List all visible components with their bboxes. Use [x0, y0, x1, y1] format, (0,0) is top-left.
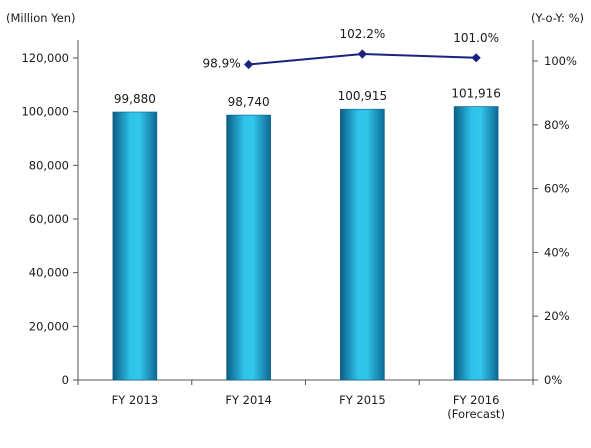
- yoy-point: [357, 49, 367, 59]
- right-tick-label: 100%: [544, 54, 577, 68]
- bar: [112, 111, 158, 381]
- right-tick-label: 60%: [544, 182, 570, 196]
- x-category-label: FY 2015: [339, 393, 386, 407]
- yoy-point: [471, 53, 481, 63]
- bar-value-label: 98,740: [228, 95, 270, 109]
- x-category-label: FY 2014: [225, 393, 272, 407]
- left-tick-label: 100,000: [21, 105, 69, 119]
- yoy-value-label: 98.9%: [203, 57, 241, 71]
- bar-value-label: 99,880: [114, 92, 156, 106]
- left-tick-label: 40,000: [29, 266, 69, 280]
- right-tick-label: 40%: [544, 245, 570, 259]
- bar: [340, 108, 385, 381]
- left-tick-label: 60,000: [29, 212, 69, 226]
- right-axis-unit-label: (Y-o-Y: %): [531, 11, 584, 25]
- left-tick-label: 20,000: [29, 319, 69, 333]
- yoy-value-label: 102.2%: [339, 27, 385, 41]
- left-tick-label: 80,000: [29, 158, 69, 172]
- bar: [226, 114, 271, 381]
- x-category-label: FY 2013: [112, 393, 159, 407]
- left-tick-label: 120,000: [21, 51, 69, 65]
- right-tick-label: 20%: [544, 309, 570, 323]
- yoy-value-label: 101.0%: [453, 31, 499, 45]
- left-axis-unit-label: (Million Yen): [6, 11, 76, 25]
- x-category-label: (Forecast): [447, 407, 505, 421]
- right-tick-label: 0%: [544, 373, 562, 387]
- bar: [453, 106, 499, 381]
- right-tick-label: 80%: [544, 118, 570, 132]
- x-category-label: FY 2016: [453, 393, 500, 407]
- bar-value-label: 100,915: [338, 89, 388, 103]
- bar-value-label: 101,916: [451, 87, 501, 101]
- left-tick-label: 0: [62, 373, 69, 387]
- yoy-point: [244, 59, 254, 70]
